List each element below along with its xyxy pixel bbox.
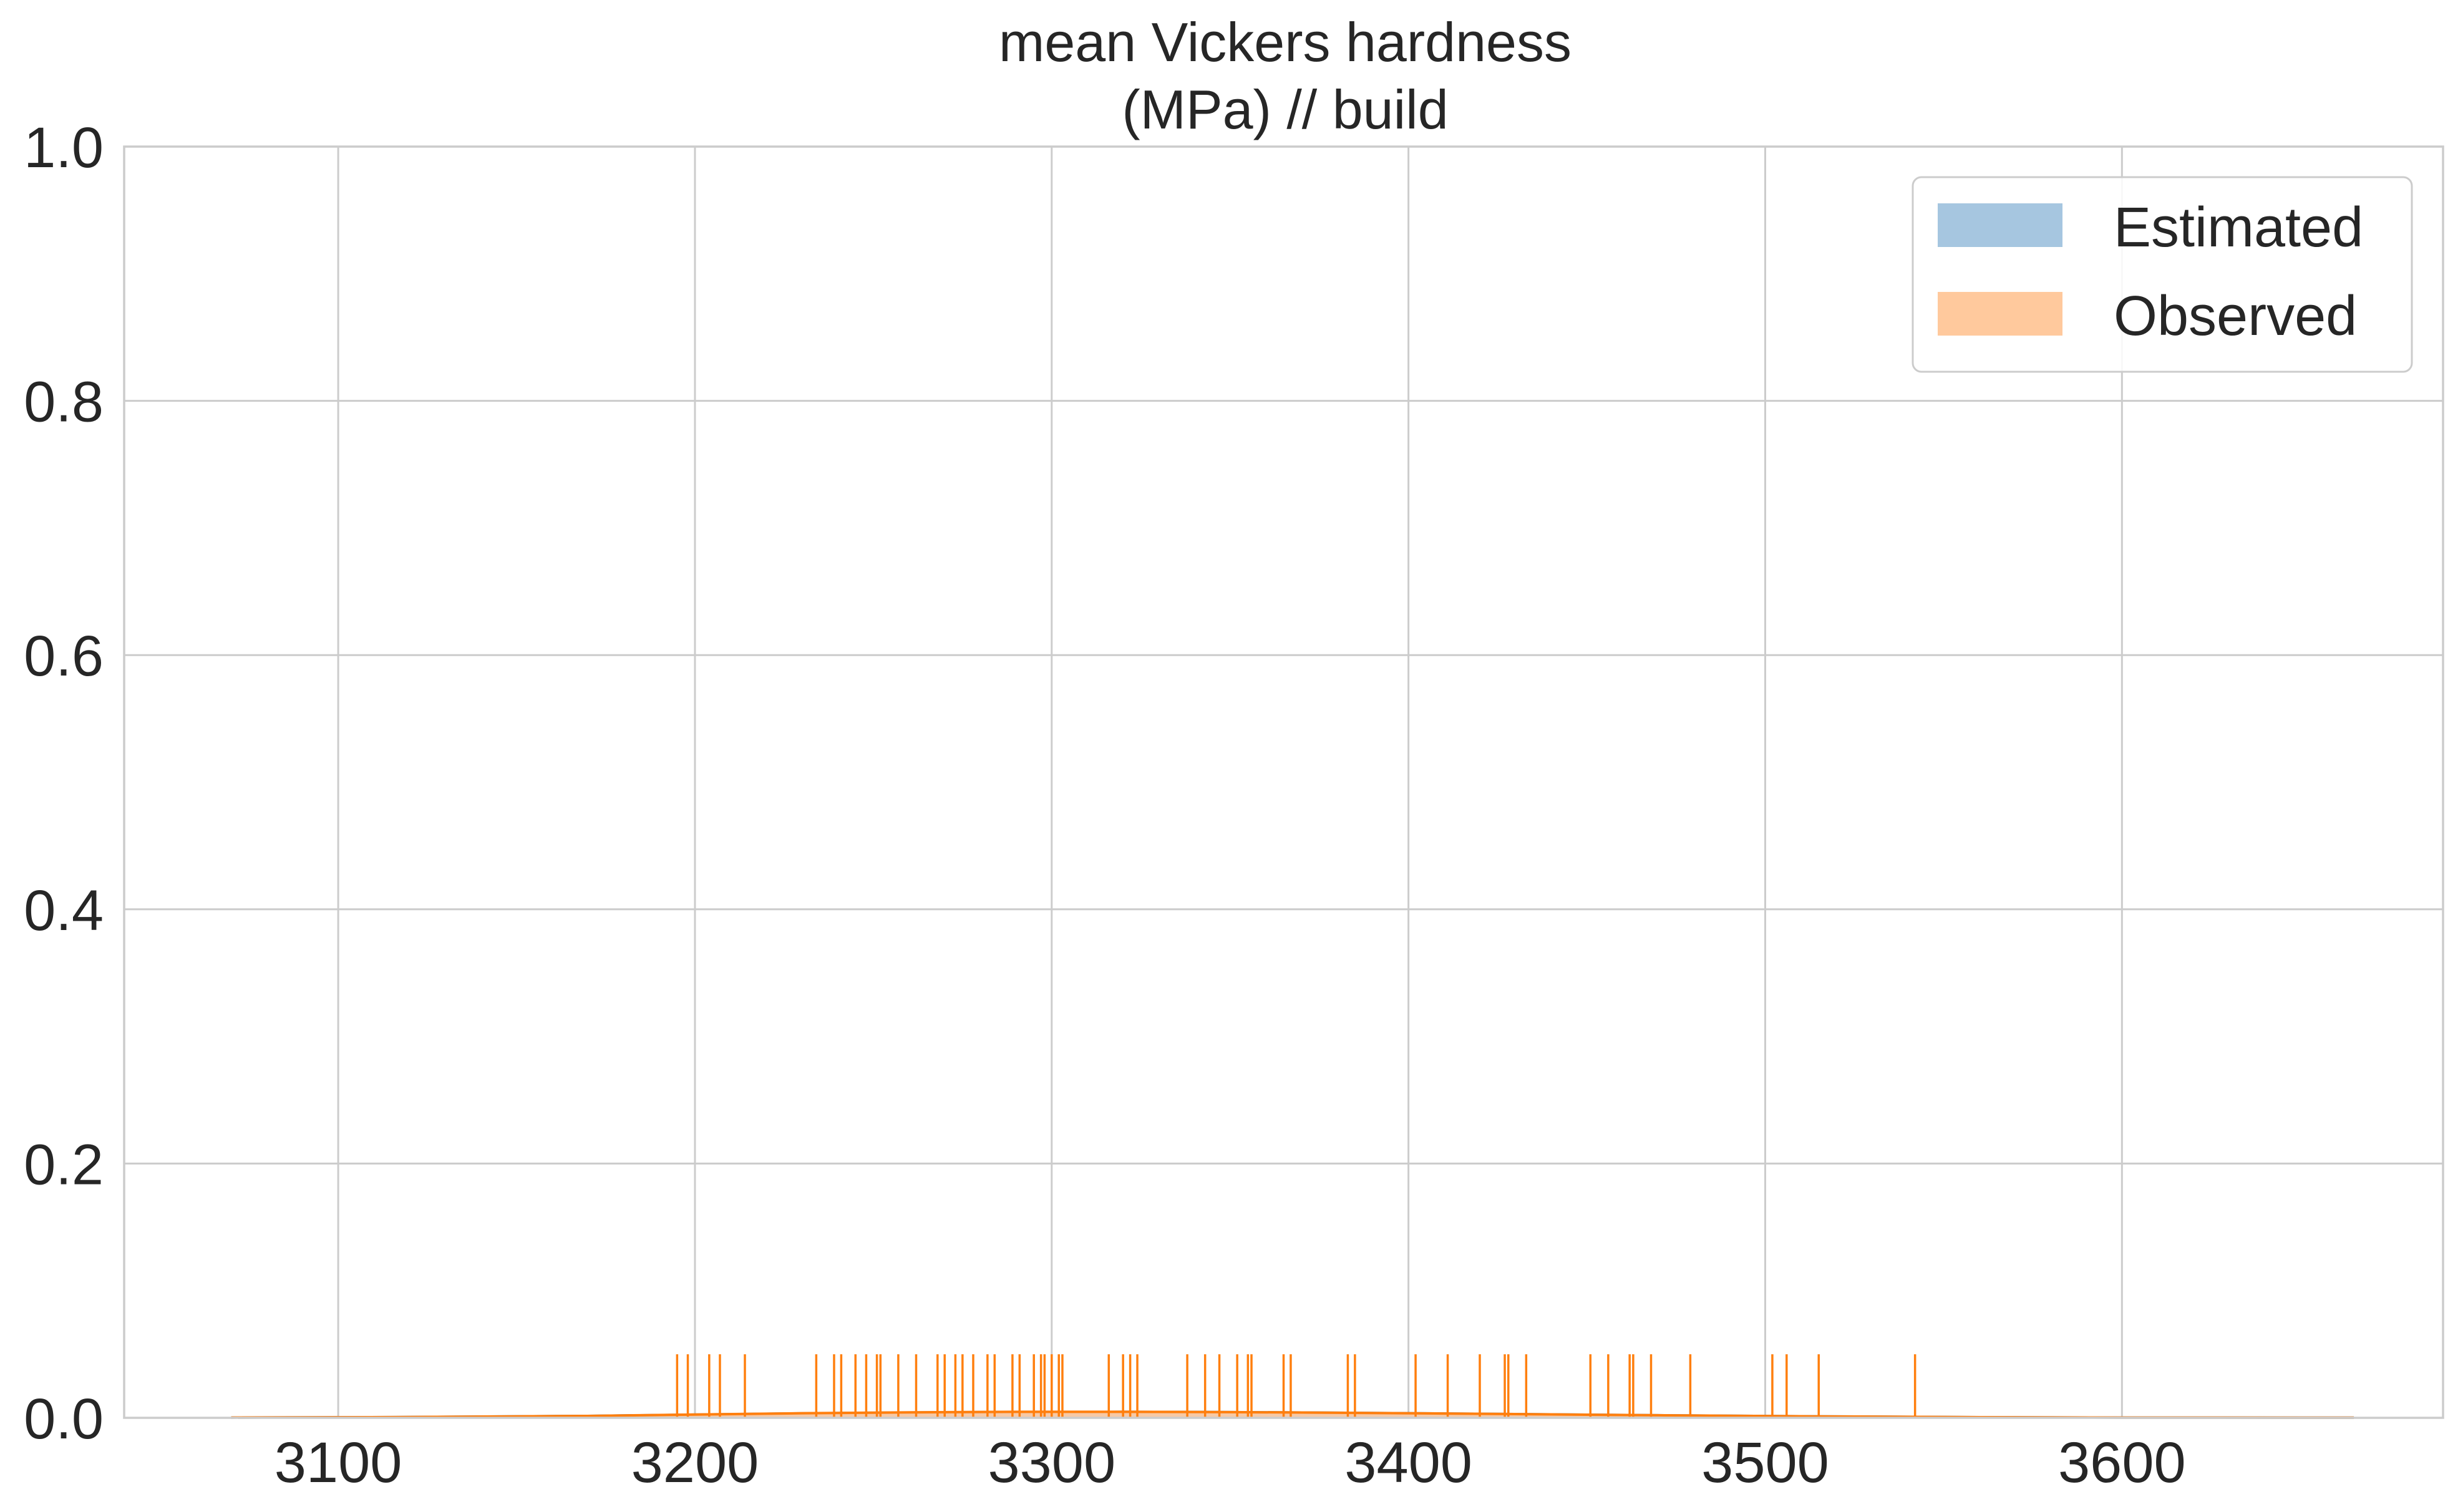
y-tick-label: 1.0: [24, 116, 104, 180]
x-tick-label: 3500: [1701, 1431, 1829, 1495]
y-tick-label: 0.6: [24, 624, 104, 688]
legend-label-observed: Observed: [2114, 285, 2357, 347]
legend-label-estimated: Estimated: [2114, 196, 2363, 259]
x-tick-label: 3200: [631, 1431, 759, 1495]
rug-marks: [676, 1354, 1916, 1418]
title-line-2: (MPa) // build: [1122, 79, 1448, 140]
y-tick-label: 0.8: [24, 371, 104, 434]
y-tick-label: 0.0: [24, 1387, 104, 1451]
y-axis-ticks: 0.0 0.2 0.4 0.6 0.8 1.0: [24, 116, 104, 1451]
title-line-1: mean Vickers hardness: [999, 11, 1572, 73]
x-tick-label: 3600: [2058, 1431, 2186, 1495]
y-tick-label: 0.4: [24, 879, 104, 943]
legend: Estimated Observed: [1912, 176, 2413, 373]
area-observed: [231, 1412, 2354, 1418]
y-tick-label: 0.2: [24, 1133, 104, 1196]
x-tick-label: 3400: [1344, 1431, 1472, 1495]
legend-swatch-estimated: [1938, 203, 2062, 247]
x-axis-ticks: 3100 3200 3300 3400 3500 3600: [274, 1431, 2186, 1495]
plot-frame: [123, 145, 2444, 1419]
legend-swatch-observed: [1938, 292, 2062, 336]
x-tick-label: 3300: [988, 1431, 1115, 1495]
x-tick-label: 3100: [274, 1431, 402, 1495]
chart-title: mean Vickers hardness (MPa) // build: [999, 11, 1572, 140]
